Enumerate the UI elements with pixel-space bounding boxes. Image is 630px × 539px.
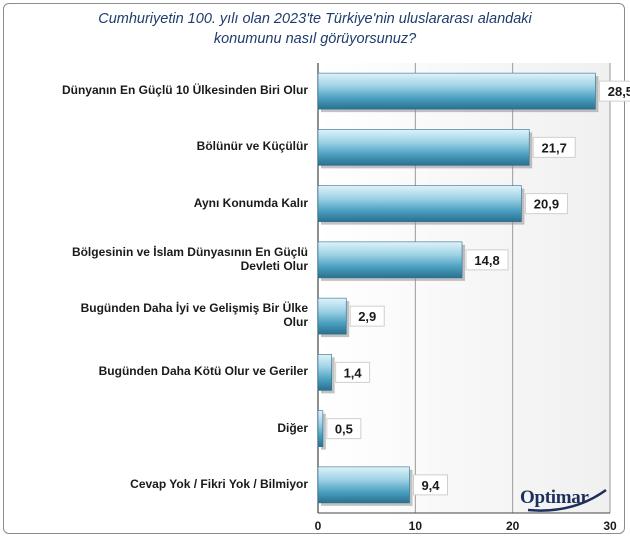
chart-title-line-2: konumunu nasıl görüyorsunuz?	[213, 31, 417, 47]
optimar-logo: Optimar	[518, 484, 608, 514]
value-label-box	[412, 474, 448, 496]
x-tick-label: 10	[409, 519, 423, 533]
value-label-box	[524, 193, 568, 215]
category-label-line: Cevap Yok / Fikri Yok / Bilmiyor	[130, 476, 308, 491]
value-label: 14,8	[474, 253, 499, 268]
x-tick-label: 30	[603, 519, 617, 533]
category-label: Dünyanın En Güçlü 10 Ülkesinden Biri Olu…	[8, 83, 308, 97]
category-label: Bölünür ve Küçülür	[8, 139, 308, 153]
value-label: 28,5	[608, 84, 630, 99]
category-label: Cevap Yok / Fikri Yok / Bilmiyor	[8, 477, 308, 491]
bar	[317, 241, 463, 279]
category-label-line: Bugünden Daha Kötü Olur ve Geriler	[98, 364, 308, 379]
category-label: Bugünden Daha İyi ve Gelişmiş Bir Ülke Ol…	[8, 301, 308, 329]
value-label-box	[465, 249, 509, 271]
value-label: 1,4	[344, 365, 363, 380]
bar	[317, 466, 410, 504]
bar-shadow	[321, 413, 326, 450]
category-label: Bölgesinin ve İslam Dünyasının En Güçlü D…	[8, 245, 308, 273]
value-label-box	[326, 418, 362, 440]
value-label: 9,4	[421, 478, 440, 493]
value-label: 0,5	[335, 422, 353, 437]
value-label-box	[349, 305, 385, 327]
bar	[317, 354, 332, 391]
bar	[317, 185, 522, 222]
bar	[317, 129, 530, 166]
chart-title-line-1: Cumhuriyetin 100. yılı olan 2023'te Türk…	[98, 11, 532, 27]
category-label-line: Aynı Konumda Kalır	[193, 195, 308, 210]
category-label: Aynı Konumda Kalır	[8, 196, 308, 210]
category-label: Bugünden Daha Kötü Olur ve Geriler	[8, 364, 308, 378]
value-label: 20,9	[534, 197, 559, 212]
value-label-box	[598, 80, 630, 102]
value-label: 2,9	[358, 309, 376, 324]
category-label-line: Devleti Olur	[240, 258, 308, 273]
category-label-line: Olur	[283, 315, 308, 330]
value-label-box	[335, 361, 371, 383]
bar	[317, 410, 324, 447]
logo-text: Optimar	[520, 487, 589, 508]
category-label-line: Bölünür ve Küçülür	[196, 139, 308, 154]
category-label-line: Diğer	[277, 420, 308, 435]
x-tick-label: 20	[506, 519, 520, 533]
category-label-line: Bölgesinin ve İslam Dünyasının En Güçlü	[71, 244, 308, 259]
category-label-line: Bugünden Daha İyi ve Gelişmiş Bir Ülke	[80, 301, 308, 316]
category-label-line: Dünyanın En Güçlü 10 Ülkesinden Biri Olu…	[61, 83, 308, 98]
bar	[317, 72, 596, 110]
category-label: Diğer	[8, 421, 308, 435]
bar	[317, 297, 347, 335]
x-tick-label: 0	[315, 519, 322, 533]
value-label-box	[532, 136, 576, 158]
value-label: 21,7	[542, 140, 567, 155]
